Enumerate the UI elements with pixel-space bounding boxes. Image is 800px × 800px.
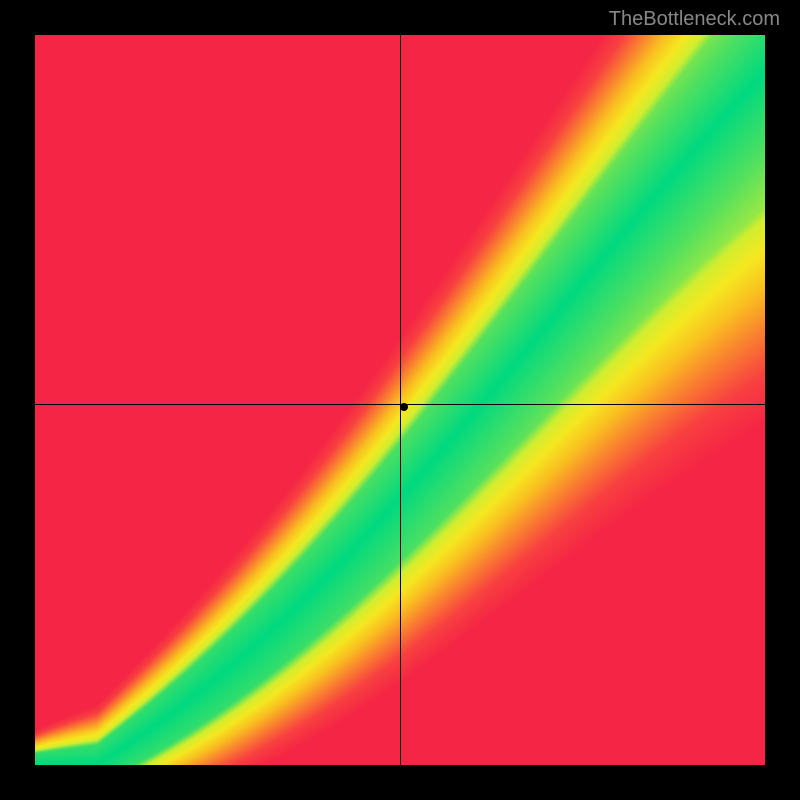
marker-dot	[400, 403, 408, 411]
crosshair-vertical	[400, 35, 401, 765]
heatmap-chart	[35, 35, 765, 765]
watermark-text: TheBottleneck.com	[609, 8, 780, 31]
chart-container: TheBottleneck.com	[0, 0, 800, 800]
